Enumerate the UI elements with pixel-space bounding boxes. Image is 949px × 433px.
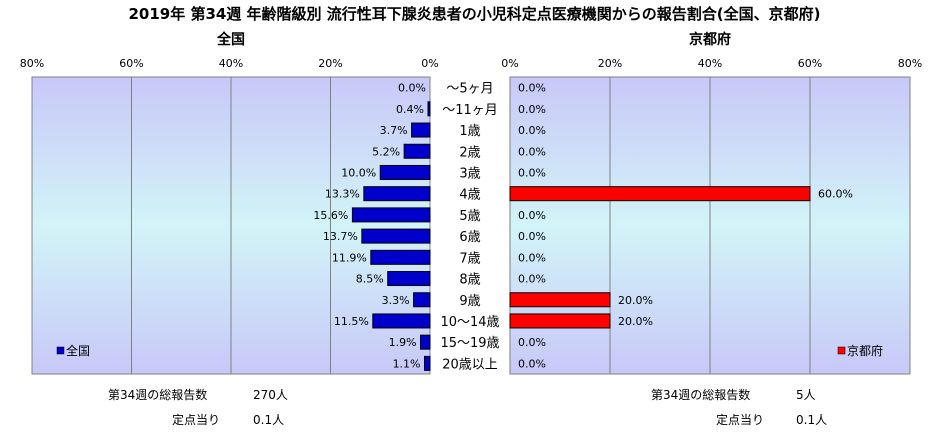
national-value-label: 3.3%	[382, 294, 410, 307]
category-label: 10～14歳	[440, 315, 499, 330]
national-legend-swatch	[56, 346, 65, 355]
national-bar	[361, 228, 431, 244]
category-label: ～5ヶ月	[446, 82, 493, 97]
national-value-label: 15.6%	[313, 209, 348, 222]
national-value-label: 13.3%	[325, 188, 360, 201]
kyoto-value-label: 0.0%	[518, 166, 546, 179]
category-label: 5歳	[459, 209, 480, 224]
kyoto-tick-label: 0%	[501, 57, 518, 70]
national-bar	[413, 292, 431, 308]
category-label: 8歳	[459, 273, 480, 288]
category-label: 7歳	[459, 251, 480, 266]
kyoto-total-value: 5人	[796, 388, 816, 402]
page-title: 2019年 第34週 年齢階級別 流行性耳下腺炎患者の小児科定点医療機関からの報…	[128, 5, 821, 23]
national-value-label: 11.9%	[332, 251, 367, 264]
category-label: 2歳	[459, 145, 480, 160]
national-bar	[427, 101, 431, 117]
category-label: 9歳	[459, 294, 480, 309]
national-value-label: 0.4%	[396, 103, 424, 116]
national-total-label: 第34週の総報告数	[108, 388, 208, 402]
kyoto-value-label: 60.0%	[818, 188, 853, 201]
national-total-value: 270人	[253, 388, 288, 402]
category-label: 4歳	[459, 188, 480, 203]
kyoto-value-label: 0.0%	[518, 336, 546, 349]
kyoto-value-label: 0.0%	[518, 273, 546, 286]
national-value-label: 1.9%	[389, 336, 417, 349]
national-value-label: 13.7%	[323, 230, 358, 243]
national-bar	[411, 122, 431, 138]
national-per-value: 0.1人	[253, 413, 285, 427]
national-bar	[424, 355, 431, 371]
kyoto-legend-label: 京都府	[847, 343, 883, 358]
kyoto-value-label: 0.0%	[518, 124, 546, 137]
category-label: 6歳	[459, 230, 480, 245]
national-bar	[420, 334, 431, 350]
national-value-label: 10.0%	[341, 166, 376, 179]
national-value-label: 11.5%	[334, 315, 369, 328]
national-tick-label: 60%	[119, 57, 143, 70]
national-bar	[379, 164, 431, 180]
kyoto-value-label: 0.0%	[518, 145, 546, 158]
kyoto-per-value: 0.1人	[796, 413, 828, 427]
kyoto-bar	[509, 292, 611, 308]
national-bar	[370, 249, 431, 265]
kyoto-value-label: 0.0%	[518, 357, 546, 370]
national-tick-label: 80%	[20, 57, 44, 70]
national-per-label: 定点当り	[172, 413, 221, 427]
national-value-label: 8.5%	[356, 273, 384, 286]
category-label: 1歳	[459, 124, 480, 139]
national-bar	[363, 186, 431, 202]
kyoto-total-label: 第34週の総報告数	[651, 388, 751, 402]
national-bar	[387, 271, 431, 287]
category-label: 20歳以上	[442, 357, 498, 372]
kyoto-tick-label: 80%	[898, 57, 922, 70]
national-panel-title: 全国	[216, 31, 245, 48]
national-value-label: 3.7%	[380, 124, 408, 137]
national-bar	[403, 143, 431, 159]
national-value-label: 5.2%	[372, 145, 400, 158]
kyoto-value-label: 0.0%	[518, 209, 546, 222]
national-tick-label: 0%	[421, 57, 438, 70]
kyoto-legend-swatch	[837, 346, 846, 355]
kyoto-value-label: 0.0%	[518, 251, 546, 264]
kyoto-panel-title: 京都府	[689, 31, 731, 48]
national-value-label: 1.1%	[393, 357, 421, 370]
kyoto-bar	[509, 313, 611, 329]
kyoto-tick-label: 20%	[598, 57, 622, 70]
category-label: 3歳	[459, 166, 480, 181]
category-label: ～11ヶ月	[442, 103, 498, 118]
national-bar	[351, 207, 431, 223]
kyoto-per-label: 定点当り	[716, 413, 765, 427]
kyoto-value-label: 0.0%	[518, 82, 546, 95]
kyoto-value-label: 20.0%	[618, 294, 653, 307]
national-tick-label: 40%	[219, 57, 243, 70]
national-value-label: 0.0%	[398, 82, 426, 95]
kyoto-tick-label: 40%	[698, 57, 722, 70]
kyoto-value-label: 0.0%	[518, 103, 546, 116]
kyoto-bar	[509, 186, 811, 202]
national-bar	[372, 313, 431, 329]
national-tick-label: 20%	[318, 57, 342, 70]
kyoto-value-label: 20.0%	[618, 315, 653, 328]
kyoto-tick-label: 60%	[798, 57, 822, 70]
national-legend-label: 全国	[66, 343, 90, 358]
category-label: 15～19歳	[440, 336, 499, 351]
kyoto-value-label: 0.0%	[518, 230, 546, 243]
